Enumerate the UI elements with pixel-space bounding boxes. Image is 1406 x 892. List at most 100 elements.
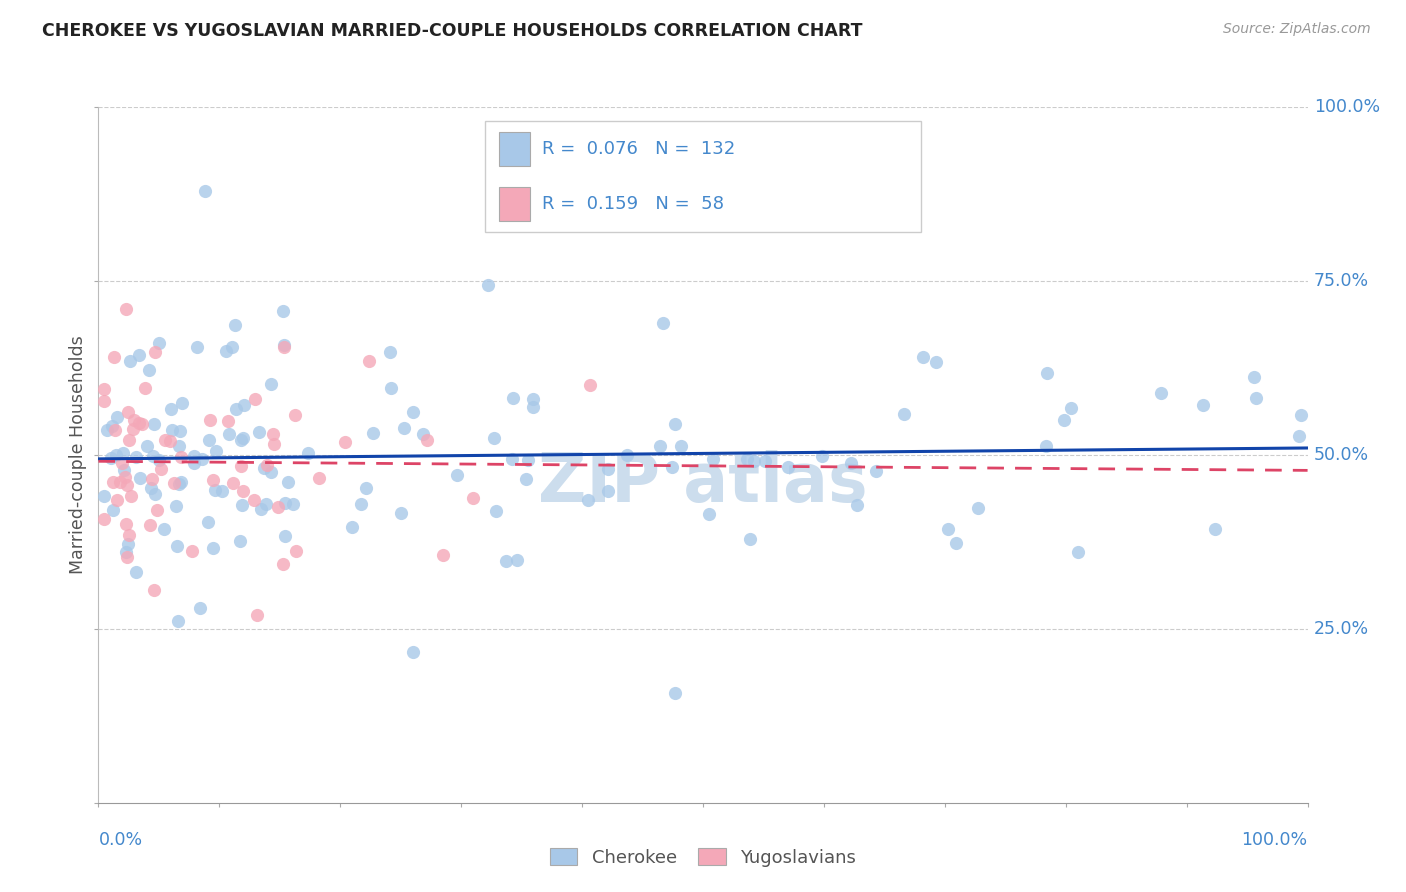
Point [1036, 366, 1059, 380]
Point [495, 554, 517, 568]
Point [131, 417, 153, 431]
Point [128, 417, 150, 431]
Point [146, 503, 169, 517]
Point [702, 451, 724, 466]
Point [845, 498, 868, 512]
Point [401, 645, 423, 659]
Point [664, 686, 686, 700]
Point [96, 423, 118, 437]
Point [165, 500, 187, 514]
Point [105, 410, 128, 425]
Point [167, 614, 190, 628]
Point [142, 449, 165, 463]
Point [277, 475, 299, 489]
Point [911, 350, 934, 364]
Point [650, 439, 672, 453]
Point [229, 458, 252, 473]
Point [308, 471, 330, 485]
Point [180, 544, 202, 558]
Point [93, 489, 115, 503]
Point [115, 477, 138, 491]
Point [105, 448, 128, 462]
Point [446, 468, 468, 483]
Text: R =  0.076   N =  132: R = 0.076 N = 132 [541, 140, 735, 158]
Point [350, 497, 373, 511]
Point [201, 541, 224, 555]
Point [93, 394, 115, 409]
Point [120, 489, 142, 503]
Point [170, 475, 193, 489]
Point [167, 439, 190, 453]
Point [112, 463, 135, 477]
Text: 25.0%: 25.0% [1313, 620, 1369, 638]
Point [484, 431, 506, 445]
Point [134, 381, 156, 395]
Point [936, 522, 959, 536]
Point [380, 344, 402, 359]
Point [186, 340, 208, 354]
Point [271, 558, 294, 572]
Point [501, 451, 523, 466]
Point [281, 497, 304, 511]
Point [225, 402, 247, 417]
Point [148, 336, 170, 351]
Point [128, 349, 150, 363]
Point [361, 425, 384, 440]
Y-axis label: Married-couple Households: Married-couple Households [69, 335, 87, 574]
Point [169, 424, 191, 438]
Point [103, 350, 125, 364]
Point [506, 553, 529, 567]
Point [93, 382, 115, 396]
Point [389, 507, 412, 521]
Text: 50.0%: 50.0% [1313, 446, 1369, 464]
Point [776, 460, 799, 475]
Point [218, 426, 240, 441]
Point [522, 400, 544, 414]
Point [125, 450, 148, 465]
Point [138, 363, 160, 377]
Point [124, 413, 146, 427]
Point [232, 431, 254, 445]
Point [118, 528, 141, 542]
Point [148, 453, 170, 467]
Point [1150, 385, 1173, 400]
Text: Source: ZipAtlas.com: Source: ZipAtlas.com [1223, 22, 1371, 37]
Point [224, 318, 246, 332]
Point [215, 344, 238, 359]
Point [284, 544, 307, 558]
Point [202, 473, 225, 487]
Point [485, 504, 508, 518]
Point [105, 493, 128, 508]
Point [101, 503, 124, 517]
Text: R =  0.159   N =  58: R = 0.159 N = 58 [541, 195, 724, 213]
Point [169, 450, 191, 465]
Point [129, 471, 152, 485]
Point [865, 464, 887, 478]
Point [578, 378, 600, 392]
Point [578, 493, 600, 508]
Text: 100.0%: 100.0% [1241, 830, 1308, 848]
Point [254, 497, 277, 511]
Point [1191, 398, 1213, 412]
Point [357, 353, 380, 368]
Point [380, 381, 402, 395]
Point [945, 536, 967, 550]
Point [115, 549, 138, 564]
Point [742, 454, 765, 468]
Point [1053, 413, 1076, 427]
Point [211, 484, 233, 499]
Text: ZIP atlas: ZIP atlas [538, 450, 868, 516]
Point [163, 475, 186, 490]
Point [143, 582, 166, 597]
Point [517, 453, 540, 467]
Point [111, 456, 134, 470]
Point [117, 405, 139, 419]
Point [260, 377, 283, 392]
Point [114, 516, 136, 531]
Point [222, 475, 245, 490]
Point [664, 417, 686, 432]
Point [221, 340, 243, 354]
Point [266, 500, 288, 514]
Point [118, 433, 141, 447]
Point [183, 457, 205, 471]
